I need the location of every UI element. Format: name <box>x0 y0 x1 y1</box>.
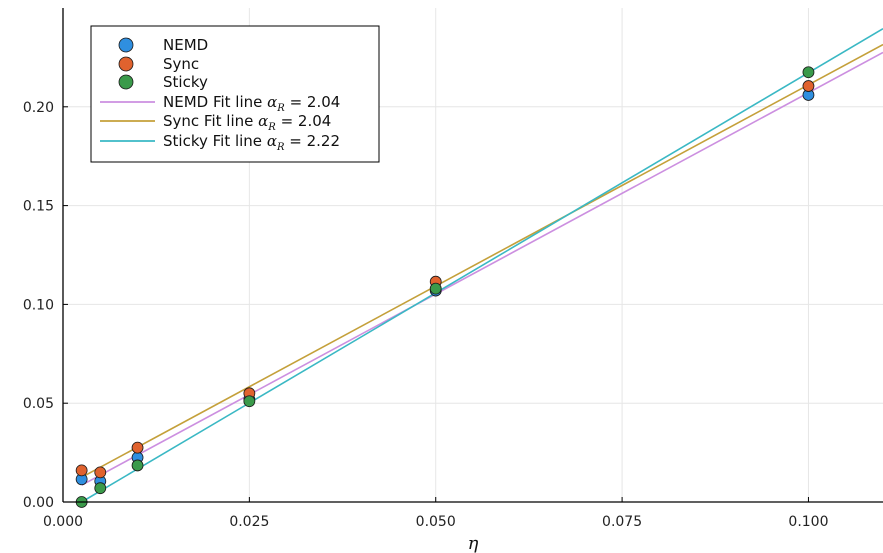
fit-line <box>81 43 883 479</box>
legend-label: NEMD <box>163 36 208 54</box>
legend-label: Sticky <box>163 73 208 91</box>
data-point <box>75 464 88 477</box>
y-tick-label: 0.20 <box>23 100 54 116</box>
axes <box>62 8 883 503</box>
legend-marker <box>118 37 134 53</box>
legend-label: Sync Fit line αR = 2.04 <box>163 112 331 133</box>
x-tick-label: 0.025 <box>229 514 269 530</box>
legend-marker <box>118 74 134 90</box>
legend-label: Sync <box>163 55 199 73</box>
x-tick-label: 0.100 <box>788 514 828 530</box>
data-point <box>802 80 815 92</box>
x-tick-label: 0.050 <box>416 514 456 530</box>
fit-line <box>81 51 883 486</box>
y-tick-label: 0.05 <box>23 396 54 412</box>
data-point <box>131 441 144 454</box>
data-point <box>94 482 107 495</box>
legend-marker <box>118 56 134 72</box>
tick-labels: 0.000 0.025 0.050 0.075 0.100 0.00 0.05 0.10 0.1… <box>23 100 829 530</box>
fit-lines <box>81 28 883 503</box>
y-tick-label: 0.10 <box>23 297 54 313</box>
data-point <box>131 459 144 472</box>
legend-label: NEMD Fit line αR = 2.04 <box>163 93 340 114</box>
data-point <box>802 66 815 79</box>
data-point <box>94 466 107 479</box>
legend-box <box>90 25 380 163</box>
data-points <box>75 66 815 508</box>
data-point <box>429 282 442 295</box>
x-tick-label: 0.000 <box>43 514 83 530</box>
y-tick-label: 0.00 <box>23 495 54 511</box>
legend-label: Sticky Fit line αR = 2.22 <box>163 132 340 153</box>
x-axis-label: η <box>468 533 479 553</box>
fit-line <box>81 28 883 503</box>
x-tick-label: 0.075 <box>602 514 642 530</box>
data-point <box>243 395 256 408</box>
y-tick-label: 0.15 <box>23 199 54 215</box>
